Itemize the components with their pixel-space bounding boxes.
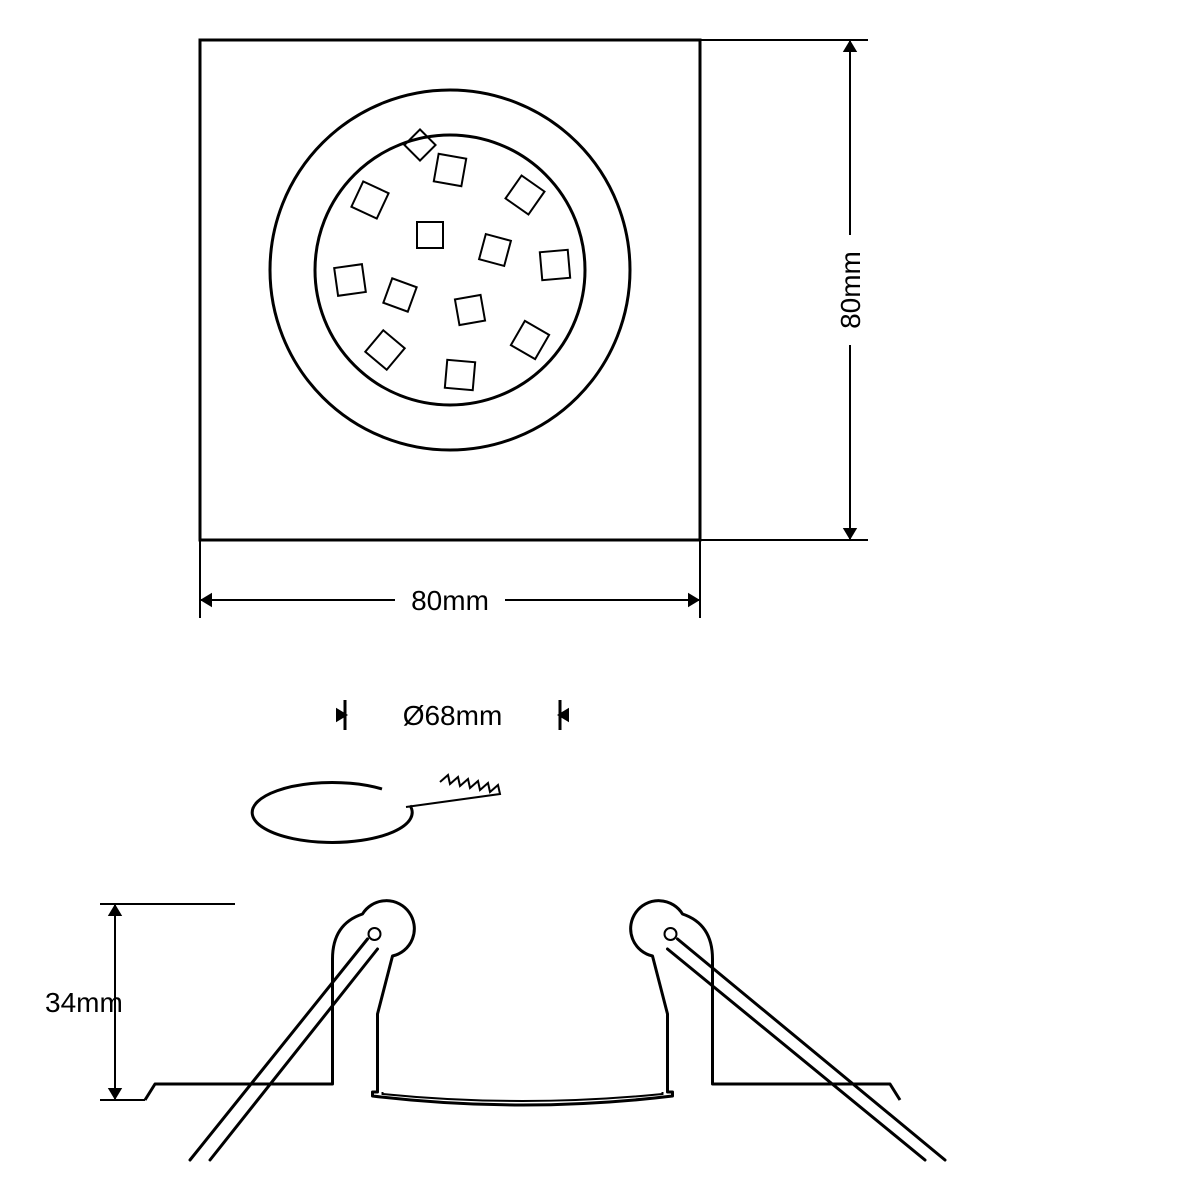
bezel-inner-circle (315, 135, 585, 405)
holesaw-icon (406, 775, 500, 807)
bezel-outer-circle (270, 90, 630, 450)
spring-clip-left (190, 939, 378, 1160)
led-chip (365, 330, 404, 369)
led-chip (445, 360, 475, 390)
technical-drawing: 80mm 80mm Ø68mm 34mm (0, 0, 1200, 1200)
led-chip (540, 250, 570, 280)
led-chip (479, 234, 511, 266)
cutout-symbol: Ø68mm (252, 700, 569, 842)
led-chip (434, 154, 466, 186)
dim-depth-label: 34mm (45, 987, 123, 1018)
side-view: 34mm (45, 901, 945, 1160)
dim-cutout-label: Ø68mm (403, 700, 503, 731)
led-chip (417, 222, 443, 248)
hinge-pin-right (665, 928, 677, 940)
cutout-ellipse (252, 782, 412, 842)
led-chip (383, 278, 416, 311)
hinge-pin-left (369, 928, 381, 940)
spring-clip-right (668, 939, 946, 1160)
fixture-square-outline (200, 40, 700, 540)
led-chip (334, 264, 366, 296)
led-chip (506, 176, 545, 215)
dim-width-label: 80mm (411, 585, 489, 616)
top-view: 80mm 80mm (200, 40, 868, 618)
led-chip (455, 295, 485, 325)
barrel-inner-line (383, 1092, 663, 1101)
led-chip (511, 321, 549, 359)
dim-height-label: 80mm (835, 251, 866, 329)
led-chip (404, 129, 435, 160)
led-chip (351, 181, 388, 218)
